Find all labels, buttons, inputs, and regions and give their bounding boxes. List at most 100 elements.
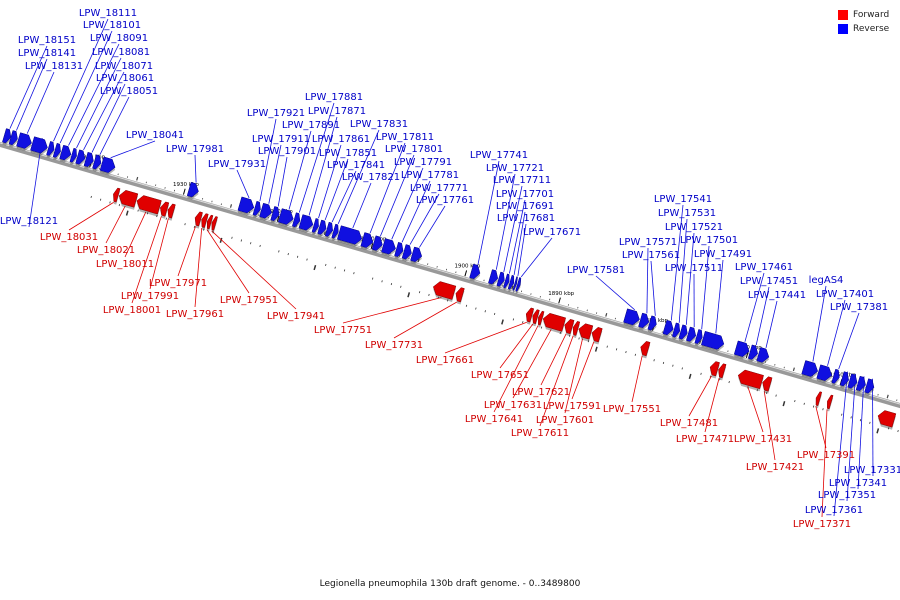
gene-arrow[interactable]: [455, 287, 465, 303]
gene-arrow[interactable]: [512, 276, 518, 291]
gene-label[interactable]: LPW_17581: [567, 265, 625, 276]
gene-label[interactable]: LPW_17971: [149, 278, 207, 289]
gene-arrow[interactable]: [206, 214, 214, 230]
gene-arrow[interactable]: [762, 376, 773, 392]
gene-arrow[interactable]: [877, 410, 897, 428]
gene-arrow[interactable]: [503, 273, 510, 289]
gene-arrow[interactable]: [186, 181, 199, 198]
gene-label[interactable]: LPW_17511: [665, 263, 723, 274]
gene-label[interactable]: LPW_18101: [83, 20, 141, 31]
gene-arrow[interactable]: [136, 195, 162, 215]
gene-label[interactable]: LPW_17761: [416, 195, 474, 206]
gene-arrow[interactable]: [831, 368, 840, 384]
gene-label[interactable]: LPW_17561: [622, 250, 680, 261]
gene-label[interactable]: LPW_17371: [793, 519, 851, 530]
gene-label[interactable]: LPW_17771: [410, 183, 468, 194]
gene-label[interactable]: LPW_17441: [748, 290, 806, 301]
gene-arrow[interactable]: [30, 136, 48, 154]
gene-label[interactable]: LPW_17981: [166, 144, 224, 155]
gene-label[interactable]: LPW_17881: [305, 92, 363, 103]
gene-arrow[interactable]: [160, 201, 170, 217]
gene-label[interactable]: LPW_17821: [342, 172, 400, 183]
gene-arrow[interactable]: [678, 324, 688, 340]
gene-arrow[interactable]: [623, 308, 640, 326]
gene-arrow[interactable]: [662, 319, 674, 336]
gene-arrow[interactable]: [113, 187, 121, 203]
gene-label[interactable]: LPW_17961: [166, 309, 224, 320]
gene-label[interactable]: LPW_18151: [18, 35, 76, 46]
gene-label[interactable]: LPW_18121: [0, 216, 58, 227]
gene-arrow[interactable]: [75, 149, 86, 165]
gene-arrow[interactable]: [194, 211, 203, 227]
gene-arrow[interactable]: [839, 371, 849, 387]
gene-label[interactable]: LPW_17831: [350, 119, 408, 130]
gene-arrow[interactable]: [46, 141, 55, 156]
gene-arrow[interactable]: [638, 312, 650, 329]
gene-arrow[interactable]: [640, 341, 651, 357]
gene-label[interactable]: LPW_17541: [654, 194, 712, 205]
gene-label[interactable]: LPW_17351: [818, 490, 876, 501]
gene-label[interactable]: LPW_17651: [471, 370, 529, 381]
gene-arrow[interactable]: [394, 241, 404, 257]
gene-label[interactable]: LPW_17931: [208, 159, 266, 170]
gene-arrow[interactable]: [317, 219, 327, 235]
gene-label[interactable]: LPW_17781: [401, 170, 459, 181]
gene-label[interactable]: LPW_17911: [252, 134, 310, 145]
gene-arrow[interactable]: [99, 156, 116, 173]
gene-arrow[interactable]: [756, 347, 770, 363]
gene-arrow[interactable]: [847, 373, 858, 389]
gene-label[interactable]: LPW_17731: [365, 340, 423, 351]
gene-label[interactable]: LPW_17471: [676, 434, 734, 445]
gene-arrow[interactable]: [371, 235, 383, 251]
gene-label[interactable]: LPW_18141: [18, 48, 76, 59]
gene-label[interactable]: LPW_18021: [77, 245, 135, 256]
gene-arrow[interactable]: [496, 271, 505, 287]
gene-label[interactable]: LPW_17741: [470, 150, 528, 161]
gene-label[interactable]: LPW_17571: [619, 237, 677, 248]
gene-label[interactable]: LPW_17991: [121, 291, 179, 302]
gene-label[interactable]: LPW_17641: [465, 414, 523, 425]
gene-label[interactable]: LPW_17451: [740, 276, 798, 287]
gene-label[interactable]: LPW_17461: [735, 262, 793, 273]
gene-label[interactable]: LPW_17491: [694, 249, 752, 260]
gene-label[interactable]: LPW_17941: [267, 311, 325, 322]
gene-label[interactable]: LPW_17551: [603, 404, 661, 415]
gene-arrow[interactable]: [259, 202, 272, 219]
gene-label[interactable]: LPW_17751: [314, 325, 372, 336]
gene-arrow[interactable]: [700, 330, 725, 350]
gene-arrow[interactable]: [515, 277, 522, 292]
gene-label[interactable]: LPW_17901: [258, 146, 316, 157]
gene-label[interactable]: LPW_17951: [220, 295, 278, 306]
gene-arrow[interactable]: [827, 394, 834, 410]
gene-arrow[interactable]: [331, 223, 339, 239]
gene-label[interactable]: LPW_17481: [660, 418, 718, 429]
gene-label[interactable]: LPW_17801: [385, 144, 443, 155]
gene-label[interactable]: LPW_17621: [512, 387, 570, 398]
gene-label[interactable]: LPW_17591: [543, 401, 601, 412]
gene-label[interactable]: LPW_17701: [496, 189, 554, 200]
gene-arrow[interactable]: [578, 323, 594, 340]
gene-label[interactable]: LPW_17711: [493, 175, 551, 186]
gene-arrow[interactable]: [647, 315, 657, 331]
gene-arrow[interactable]: [311, 218, 319, 233]
gene-arrow[interactable]: [671, 322, 681, 338]
gene-arrow[interactable]: [542, 313, 567, 332]
gene-arrow[interactable]: [92, 154, 102, 170]
gene-arrow[interactable]: [709, 361, 720, 377]
gene-arrow[interactable]: [410, 246, 423, 263]
gene-arrow[interactable]: [532, 309, 540, 325]
gene-label[interactable]: LPW_17601: [536, 415, 594, 426]
gene-arrow[interactable]: [401, 244, 412, 260]
gene-label[interactable]: LPW_17421: [746, 462, 804, 473]
gene-arrow[interactable]: [8, 130, 18, 146]
gene-arrow[interactable]: [469, 263, 481, 280]
gene-label[interactable]: LPW_17331: [844, 465, 900, 476]
gene-label[interactable]: LPW_18041: [126, 130, 184, 141]
gene-arrow[interactable]: [685, 326, 697, 342]
gene-arrow[interactable]: [864, 378, 875, 394]
gene-arrow[interactable]: [298, 214, 314, 231]
gene-label[interactable]: LPW_17521: [665, 222, 723, 233]
gene-arrow[interactable]: [270, 206, 280, 222]
gene-label[interactable]: LPW_18081: [92, 47, 150, 58]
gene-label[interactable]: LPW_17721: [486, 163, 544, 174]
